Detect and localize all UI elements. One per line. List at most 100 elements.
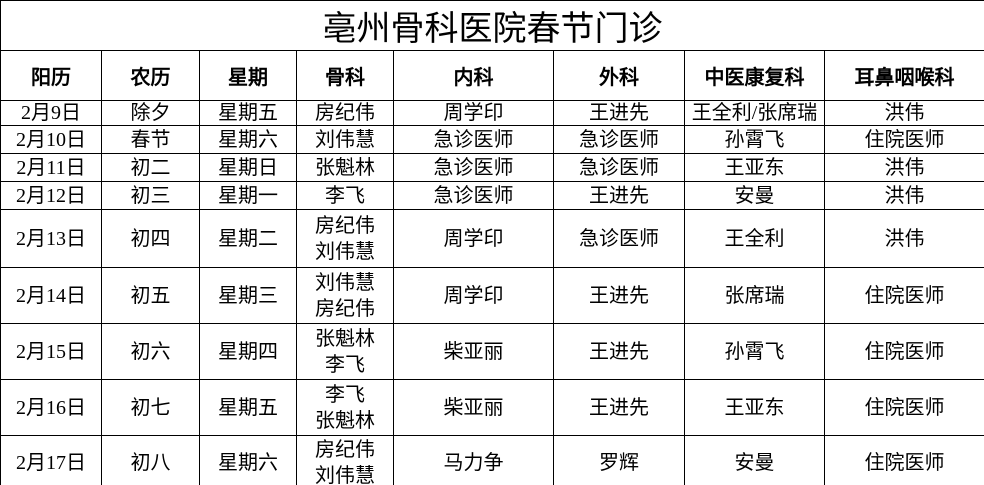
table-row: 2月10日 春节 星期六 刘伟慧 急诊医师 急诊医师 孙霄飞 住院医师 — [0, 125, 984, 154]
table-cell: 2月14日 — [0, 267, 102, 324]
table-cell: 王进先 — [553, 100, 685, 126]
table-cell: 星期六 — [199, 435, 297, 485]
table-cell: 急诊医师 — [393, 153, 554, 182]
table-cell: 洪伟 — [824, 209, 984, 268]
table-cell: 初八 — [101, 435, 200, 485]
table-cell: 王亚东 — [684, 379, 825, 436]
table-row: 2月11日 初二 星期日 张魁林 急诊医师 急诊医师 王亚东 洪伟 — [0, 153, 984, 182]
table-row: 2月13日 初四 星期二 房纪伟 刘伟慧 周学印 急诊医师 王全利 洪伟 — [0, 209, 984, 268]
column-header: 阳历 — [0, 50, 102, 101]
table-cell: 2月11日 — [0, 153, 102, 182]
table-cell: 急诊医师 — [553, 153, 685, 182]
table-cell: 马力争 — [393, 435, 554, 485]
cell-line: 刘伟慧 — [315, 465, 375, 485]
table-cell: 张魁林 — [296, 153, 394, 182]
table-cell: 柴亚丽 — [393, 323, 554, 380]
cell-line: 房纪伟 — [315, 214, 375, 237]
table-cell: 初五 — [101, 267, 200, 324]
table-row: 2月16日 初七 星期五 李飞 张魁林 柴亚丽 王进先 王亚东 住院医师 — [0, 379, 984, 436]
table-row: 2月9日 除夕 星期五 房纪伟 周学印 王进先 王全利/张席瑞 洪伟 — [0, 100, 984, 126]
table-cell: 柴亚丽 — [393, 379, 554, 436]
table-cell: 星期六 — [199, 125, 297, 154]
column-header: 外科 — [553, 50, 685, 101]
table-cell: 安曼 — [684, 181, 825, 210]
table-cell: 住院医师 — [824, 267, 984, 324]
table-cell: 2月17日 — [0, 435, 102, 485]
column-header: 星期 — [199, 50, 297, 101]
table-cell: 房纪伟 刘伟慧 — [296, 209, 394, 268]
table-cell: 星期日 — [199, 153, 297, 182]
cell-line: 李飞 — [325, 383, 365, 406]
table-cell: 刘伟慧 房纪伟 — [296, 267, 394, 324]
table-cell: 住院医师 — [824, 435, 984, 485]
table-cell: 住院医师 — [824, 125, 984, 154]
column-header: 骨科 — [296, 50, 394, 101]
table-cell: 星期五 — [199, 100, 297, 126]
table-cell: 王全利 — [684, 209, 825, 268]
table-cell: 王进先 — [553, 181, 685, 210]
table-cell: 2月16日 — [0, 379, 102, 436]
table-cell: 急诊医师 — [393, 125, 554, 154]
table-cell: 房纪伟 — [296, 100, 394, 126]
table-cell: 王全利/张席瑞 — [684, 100, 825, 126]
table-cell: 急诊医师 — [553, 125, 685, 154]
table-cell: 2月12日 — [0, 181, 102, 210]
table-cell: 罗辉 — [553, 435, 685, 485]
cell-line: 刘伟慧 — [315, 271, 375, 294]
table-cell: 洪伟 — [824, 153, 984, 182]
cell-line: 房纪伟 — [315, 439, 375, 461]
table-cell: 除夕 — [101, 100, 200, 126]
table-cell: 春节 — [101, 125, 200, 154]
table-cell: 李飞 — [296, 181, 394, 210]
table-cell: 初二 — [101, 153, 200, 182]
table-cell: 急诊医师 — [393, 181, 554, 210]
table-cell: 洪伟 — [824, 181, 984, 210]
table-cell: 2月15日 — [0, 323, 102, 380]
table-cell: 孙霄飞 — [684, 323, 825, 380]
table-cell: 孙霄飞 — [684, 125, 825, 154]
table-cell: 张席瑞 — [684, 267, 825, 324]
table-cell: 周学印 — [393, 100, 554, 126]
table-cell: 2月13日 — [0, 209, 102, 268]
table-title: 亳州骨科医院春节门诊 — [0, 0, 984, 51]
cell-line: 李飞 — [325, 353, 365, 376]
table-cell: 急诊医师 — [553, 209, 685, 268]
table-cell: 初六 — [101, 323, 200, 380]
table-cell: 王进先 — [553, 323, 685, 380]
table-cell: 初四 — [101, 209, 200, 268]
table-cell: 王亚东 — [684, 153, 825, 182]
table-row: 2月12日 初三 星期一 李飞 急诊医师 王进先 安曼 洪伟 — [0, 181, 984, 210]
table-row: 2月15日 初六 星期四 张魁林 李飞 柴亚丽 王进先 孙霄飞 住院医师 — [0, 323, 984, 380]
table-cell: 初三 — [101, 181, 200, 210]
table-cell: 王进先 — [553, 379, 685, 436]
column-header: 内科 — [393, 50, 554, 101]
table-cell: 李飞 张魁林 — [296, 379, 394, 436]
table-row: 2月17日 初八 星期六 房纪伟刘伟慧 马力争 罗辉 安曼 住院医师 — [0, 435, 984, 485]
table-cell: 星期四 — [199, 323, 297, 380]
cell-line: 房纪伟 — [315, 297, 375, 320]
table-cell: 星期二 — [199, 209, 297, 268]
table-cell: 2月9日 — [0, 100, 102, 126]
column-header: 农历 — [101, 50, 200, 101]
table-cell: 星期一 — [199, 181, 297, 210]
table-cell: 王进先 — [553, 267, 685, 324]
cell-line: 张魁林 — [315, 409, 375, 432]
table-cell: 刘伟慧 — [296, 125, 394, 154]
table-cell: 星期三 — [199, 267, 297, 324]
cell-line: 张魁林 — [315, 327, 375, 350]
table-cell: 周学印 — [393, 209, 554, 268]
table-cell: 星期五 — [199, 379, 297, 436]
table-cell: 周学印 — [393, 267, 554, 324]
table-cell: 安曼 — [684, 435, 825, 485]
table-row: 2月14日 初五 星期三 刘伟慧房纪伟 周学印 王进先 张席瑞 住院医师 — [0, 267, 984, 324]
header-row: 阳历 农历 星期 骨科 内科 外科 中医康复科 耳鼻咽喉科 — [0, 50, 984, 101]
table-cell: 张魁林 李飞 — [296, 323, 394, 380]
column-header: 中医康复科 — [684, 50, 825, 101]
table-cell: 2月10日 — [0, 125, 102, 154]
title-row: 亳州骨科医院春节门诊 — [0, 0, 984, 51]
column-header: 耳鼻咽喉科 — [824, 50, 984, 101]
table-cell: 初七 — [101, 379, 200, 436]
table-cell: 住院医师 — [824, 379, 984, 436]
